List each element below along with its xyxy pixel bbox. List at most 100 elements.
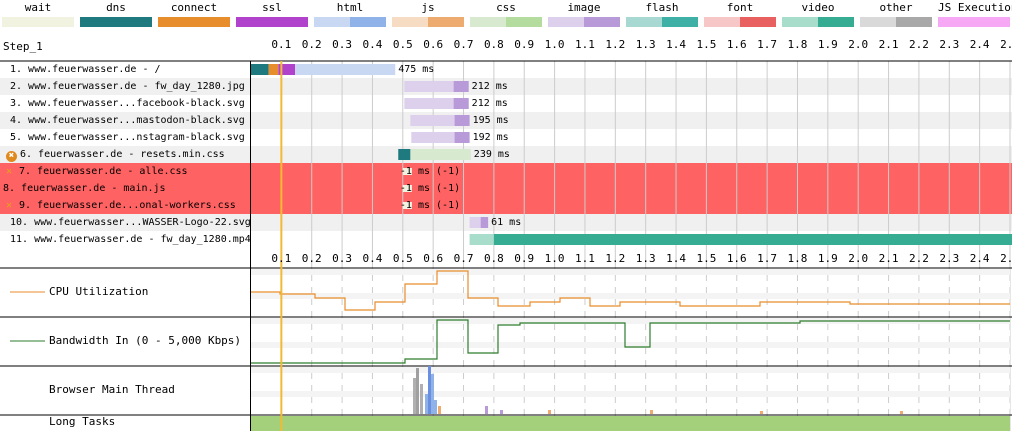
- row-background: [0, 95, 1012, 112]
- legend-label: ssl: [262, 1, 282, 14]
- bottom-axis-tick-label: 0.1: [271, 252, 292, 265]
- request-bar: [404, 98, 469, 109]
- bottom-axis-tick-label: 2.0: [848, 252, 869, 265]
- top-axis-tick-label: 1.9: [817, 38, 838, 51]
- request-bar-download: [453, 81, 469, 92]
- request-timing: 239 ms: [473, 149, 510, 160]
- bottom-axis-tick-label: 0.8: [483, 252, 504, 265]
- legend-swatch: [782, 17, 854, 27]
- legend-item-image: image: [548, 0, 620, 30]
- graph-band: [251, 367, 1010, 373]
- request-bar: [402, 202, 412, 209]
- main-thread-activity: [434, 400, 437, 414]
- request-row[interactable]: 5. www.feuerwasser...nstagram-black.svg: [0, 129, 260, 146]
- top-axis-tick-label: 1.1: [575, 38, 595, 51]
- request-label: 7. feuerwasser.de - alle.css: [19, 166, 188, 177]
- legend-item-ssl: ssl: [236, 0, 308, 30]
- top-axis-tick-label: 2.1: [878, 38, 899, 51]
- request-timing: 61 ms: [491, 217, 522, 228]
- request-bar: [410, 149, 471, 160]
- request-label: 10. www.feuerwasser...WASSER-Logo-22.svg: [10, 217, 251, 228]
- request-label: 9. feuerwasser.de...onal-workers.css: [19, 200, 236, 211]
- legend-swatch: [860, 17, 932, 27]
- graph-band: [251, 269, 1010, 275]
- step-label: Step_1: [3, 40, 43, 53]
- bottom-axis-tick-label: 0.7: [453, 252, 474, 265]
- legend-label: video: [801, 1, 835, 14]
- graph-band: [251, 354, 1010, 360]
- bottom-axis-tick-label: 2.3: [939, 252, 960, 265]
- graph-label: Bandwidth In (0 - 5,000 Kbps): [49, 334, 242, 347]
- cpu-utilization-line: [251, 270, 1010, 311]
- main-thread-activity: [438, 406, 441, 414]
- request-row[interactable]: 10. www.feuerwasser...WASSER-Logo-22.svg: [0, 214, 260, 231]
- top-axis-tick-label: 0.6: [423, 38, 444, 51]
- request-row[interactable]: ✖ 6. feuerwasser.de - resets.min.css: [0, 146, 256, 163]
- legend-label: wait: [24, 1, 52, 14]
- top-axis-tick-label: 1.4: [666, 38, 686, 51]
- request-bar: [402, 168, 412, 175]
- request-row[interactable]: ✕ 9. feuerwasser.de...onal-workers.css: [0, 197, 256, 214]
- top-axis-tick-label: 1.2: [605, 38, 626, 51]
- request-row[interactable]: 4. www.feuerwasser...mastodon-black.svg: [0, 112, 260, 129]
- bottom-axis-tick-label: 0.6: [423, 252, 444, 265]
- request-bar-download: [480, 217, 489, 228]
- bottom-axis-tick-label: 2.5: [1000, 252, 1012, 265]
- legend-label: JS Execution: [938, 1, 1012, 14]
- top-axis-tick-label: 0.1: [271, 38, 292, 51]
- graph-label: Browser Main Thread: [49, 383, 175, 396]
- top-axis-tick-label: 2.2: [908, 38, 929, 51]
- legend-label: flash: [645, 1, 679, 14]
- request-row[interactable]: 11. www.feuerwasser.de - fw_day_1280.mp4: [0, 231, 260, 248]
- legend-label: js: [421, 1, 435, 14]
- legend-swatch: [548, 17, 620, 27]
- request-bar: [404, 81, 469, 92]
- legend-item-video: video: [782, 0, 854, 30]
- legend-swatch: [392, 17, 464, 27]
- request-bar: [295, 64, 396, 75]
- dns-segment: [251, 64, 269, 75]
- top-axis-tick-label: 0.7: [453, 38, 474, 51]
- top-axis-tick-label: 0.3: [332, 38, 353, 51]
- top-axis-tick-label: 1.5: [696, 38, 717, 51]
- row-background: [0, 197, 1012, 214]
- bottom-axis-tick-label: 1.9: [817, 252, 838, 265]
- legend-label: dns: [106, 1, 126, 14]
- failed-request-icon: ✕: [6, 200, 13, 211]
- request-row[interactable]: 8. feuerwasser.de - main.js: [0, 180, 253, 197]
- ssl-segment: [278, 64, 296, 75]
- request-row[interactable]: 1. www.feuerwasser.de - /: [0, 61, 260, 78]
- bottom-axis-tick-label: 1.2: [605, 252, 626, 265]
- graph-label: CPU Utilization: [49, 285, 149, 298]
- bottom-axis-tick-label: 1.5: [696, 252, 717, 265]
- bottom-axis-tick-label: 0.4: [362, 252, 383, 265]
- top-axis-tick-label: 0.8: [483, 38, 504, 51]
- request-label: 2. www.feuerwasser.de - fw_day_1280.jpg: [10, 81, 245, 92]
- top-axis-tick-label: 2.5: [1000, 38, 1012, 51]
- legend-label: css: [496, 1, 516, 14]
- top-axis-tick-label: 2.0: [848, 38, 869, 51]
- request-timing: 212 ms: [471, 98, 508, 109]
- legend-label: connect: [170, 1, 218, 14]
- bottom-axis-tick-label: 0.3: [332, 252, 353, 265]
- bottom-axis-tick-label: 2.2: [908, 252, 929, 265]
- row-background: [0, 163, 1012, 180]
- request-bar: [402, 185, 412, 192]
- row-background: [0, 78, 1012, 95]
- request-row[interactable]: 2. www.feuerwasser.de - fw_day_1280.jpg: [0, 78, 260, 95]
- request-bar-download: [453, 98, 469, 109]
- row-background: [0, 180, 1012, 197]
- graph-band: [251, 305, 1010, 311]
- legend-item-css: css: [470, 0, 542, 30]
- request-bar: [469, 234, 494, 245]
- row-background: [0, 112, 1012, 129]
- request-row[interactable]: ✕ 7. feuerwasser.de - alle.css: [0, 163, 256, 180]
- legend-label: html: [336, 1, 364, 14]
- top-axis-tick-label: 1.7: [757, 38, 778, 51]
- graph-band: [251, 391, 1010, 397]
- legend-label: other: [879, 1, 913, 14]
- bottom-axis-tick-label: 1.3: [635, 252, 656, 265]
- request-row[interactable]: 3. www.feuerwasser...facebook-black.svg: [0, 95, 260, 112]
- request-bar-download: [493, 234, 1012, 245]
- request-timing: -1 ms (-1): [399, 200, 461, 211]
